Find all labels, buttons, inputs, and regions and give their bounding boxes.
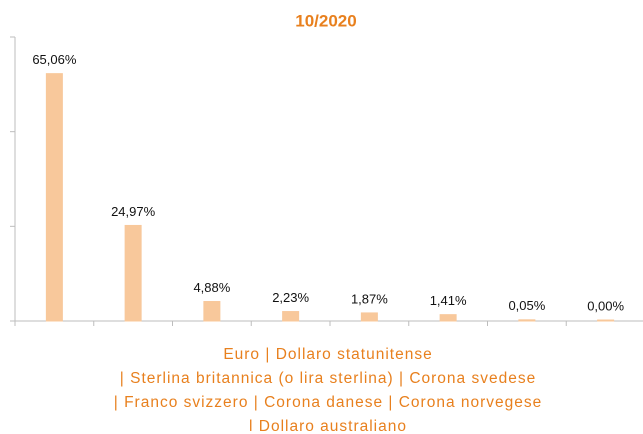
x-axis-label: l Dollaro australiano <box>249 418 407 434</box>
x-axis-label: Euro | Dollaro statunitense <box>223 346 432 363</box>
data-label: 1,41% <box>430 293 467 308</box>
bar <box>597 319 615 322</box>
x-axis-label: | Franco svizzero | Corona danese | Coro… <box>114 394 543 411</box>
data-label: 0,05% <box>508 298 545 313</box>
data-label: 1,87% <box>351 291 388 306</box>
bar <box>439 314 457 322</box>
bar <box>124 224 142 322</box>
data-label: 0,00% <box>587 298 624 313</box>
bar <box>203 301 221 322</box>
data-label: 4,88% <box>193 280 230 295</box>
bar <box>518 319 536 322</box>
data-label: 65,06% <box>32 52 77 67</box>
bar <box>360 312 378 322</box>
data-label: 2,23% <box>272 290 309 305</box>
bar <box>282 311 300 322</box>
data-label: 24,97% <box>111 204 156 219</box>
bar <box>45 73 63 322</box>
x-axis-label: | Sterlina britannica (o lira sterlina) … <box>120 370 536 387</box>
chart-title: 10/2020 <box>295 11 356 30</box>
